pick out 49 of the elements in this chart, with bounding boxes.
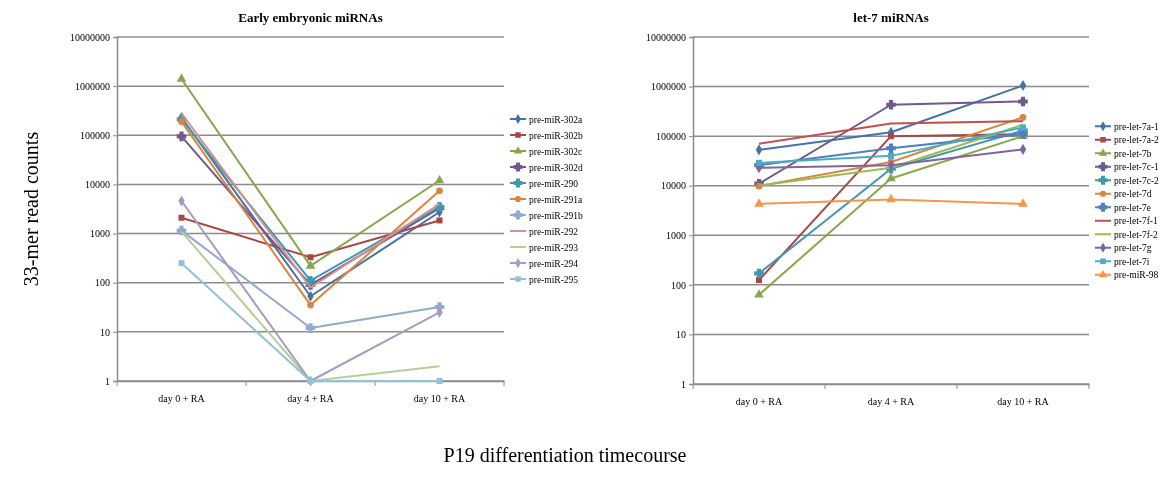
y-tick-label: 1 (105, 375, 110, 387)
y-axis-title: 33-mer read counts (20, 131, 42, 287)
legend-label: pre-miR-98 (1114, 270, 1159, 281)
x-tick-label: day 10 + RA (413, 393, 467, 405)
x-tick-label: day 4 + RA (867, 396, 916, 408)
legend-label: pre-miR-295 (529, 274, 579, 285)
legend-label: pre-miR-291b (529, 210, 584, 221)
legend-label: pre-let-7a-1 (1114, 121, 1160, 132)
y-tick-label: 10 (676, 329, 686, 341)
y-tick-label: 10000000 (646, 31, 686, 43)
x-tick-label: day 4 + RA (287, 393, 335, 405)
legend-label: pre-let-7g (1114, 243, 1152, 254)
legend-label: pre-miR-293 (529, 242, 579, 253)
y-tick-label: 10000000 (70, 31, 110, 43)
y-tick-label: 10 (100, 326, 110, 338)
x-tick-label: day 10 + RA (997, 396, 1050, 408)
legend-label: pre-let-7f-1 (1114, 216, 1159, 227)
legend-label: pre-let-7e (1114, 202, 1151, 213)
y-tick-label: 10000 (661, 180, 686, 192)
legend-label: pre-let-7b (1114, 148, 1152, 159)
y-tick-label: 1000 (666, 229, 686, 241)
legend-label: pre-let-7c-2 (1114, 175, 1160, 186)
legend-label: pre-miR-290 (529, 178, 579, 189)
y-tick-label: 1000000 (75, 80, 110, 92)
legend-label: pre-miR-302c (529, 146, 583, 157)
chart-title: Early embryonic miRNAs (238, 10, 383, 25)
y-tick-label: 1 (681, 378, 686, 390)
chart-title: let-7 miRNAs (853, 10, 929, 25)
legend-label: pre-let-7a-2 (1114, 135, 1160, 146)
x-tick-label: day 0 + RA (158, 393, 206, 405)
legend-label: pre-miR-302d (529, 162, 584, 173)
y-tick-label: 1000 (90, 228, 110, 240)
y-tick-label: 100000 (656, 130, 686, 142)
legend-label: pre-miR-302a (529, 114, 584, 125)
y-tick-label: 10000 (85, 179, 110, 191)
legend-label: pre-let-7i (1114, 256, 1150, 267)
y-tick-label: 100 (95, 277, 110, 289)
legend-label: pre-let-7f-2 (1114, 229, 1159, 240)
x-axis-title: P19 differentiation timecourse (443, 444, 687, 466)
legend-label: pre-miR-302b (529, 130, 584, 141)
y-tick-label: 100 (671, 279, 686, 291)
legend-label: pre-miR-291a (529, 194, 584, 205)
legend-label: pre-let-7c-1 (1114, 162, 1160, 173)
legend-label: pre-miR-294 (529, 258, 579, 269)
x-tick-label: day 0 + RA (735, 396, 784, 408)
y-tick-label: 100000 (80, 129, 110, 141)
y-tick-label: 1000000 (651, 81, 686, 93)
legend-label: pre-miR-292 (529, 226, 579, 237)
legend-label: pre-let-7d (1114, 189, 1152, 200)
